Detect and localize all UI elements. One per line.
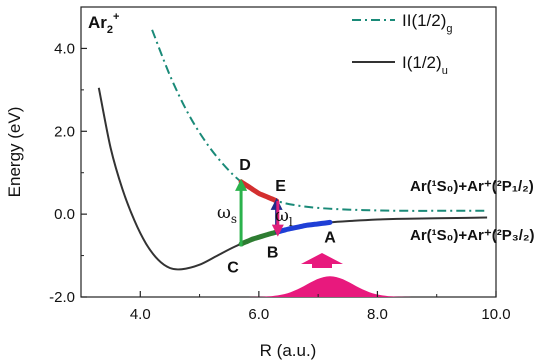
wavepacket-up-arrow xyxy=(301,253,343,268)
y-tick-label-1: -2.0 xyxy=(49,289,75,306)
ticks-layer: 4.0 6.0 8.0 10.0 -2.0 0.0 2.0 4.0 xyxy=(49,40,510,323)
chart-title: Ar2+ xyxy=(88,11,119,36)
omega-l-label: ωl xyxy=(275,206,293,229)
y-tick-label-3: 2.0 xyxy=(54,123,75,140)
asymptote-lower-label: Ar(¹S₀)+Ar⁺(²P₃/₂) xyxy=(410,227,535,244)
x-axis-title: R (a.u.) xyxy=(260,341,317,360)
y-tick-label-2: 0.0 xyxy=(54,206,75,223)
x-tick-label-2: 6.0 xyxy=(248,306,269,323)
omega-l-sub: l xyxy=(289,215,293,229)
highlight-BC xyxy=(238,229,280,247)
legend: II(1/2)g I(1/2)u xyxy=(352,11,453,77)
wavepacket-gaussian xyxy=(232,276,428,297)
legend-lower-label: I(1/2)u xyxy=(402,53,448,77)
point-label-d: D xyxy=(239,157,251,174)
legend-upper-sub: g xyxy=(446,23,452,35)
point-label-b: B xyxy=(267,245,279,262)
y-tick-label-4: 4.0 xyxy=(54,40,75,57)
y-axis-title: Energy (eV) xyxy=(5,107,24,198)
wavepacket-layer xyxy=(232,276,428,297)
x-tick-label-3: 8.0 xyxy=(367,306,388,323)
point-label-a: A xyxy=(324,229,336,246)
point-labels-layer: A B C D E xyxy=(227,157,336,277)
omega-s-glyph: ω xyxy=(217,203,231,223)
transition-layer xyxy=(235,178,284,247)
point-label-e: E xyxy=(275,178,286,195)
plot-frame xyxy=(80,6,497,298)
legend-lower-sub: u xyxy=(442,65,448,77)
highlight-AB xyxy=(274,219,333,235)
point-label-c: C xyxy=(227,259,239,276)
title-sup: + xyxy=(113,11,119,23)
title-main: Ar xyxy=(88,13,107,32)
asymptote-upper-label: Ar(¹S₀)+Ar⁺(²P₁/₂) xyxy=(410,178,534,195)
x-tick-label-4: 10.0 xyxy=(481,306,510,323)
omega-s-sub: s xyxy=(231,212,237,226)
x-tick-label-1: 4.0 xyxy=(130,306,151,323)
legend-upper-label: II(1/2)g xyxy=(402,11,453,35)
title-sub: 2 xyxy=(107,24,113,36)
legend-upper-main: II(1/2) xyxy=(402,11,446,30)
highlight-DE xyxy=(238,179,280,204)
series-line-1 xyxy=(151,29,488,212)
omega-s-label: ωs xyxy=(217,203,237,226)
legend-lower-main: I(1/2) xyxy=(402,53,442,72)
omega-l-glyph: ω xyxy=(275,206,289,226)
